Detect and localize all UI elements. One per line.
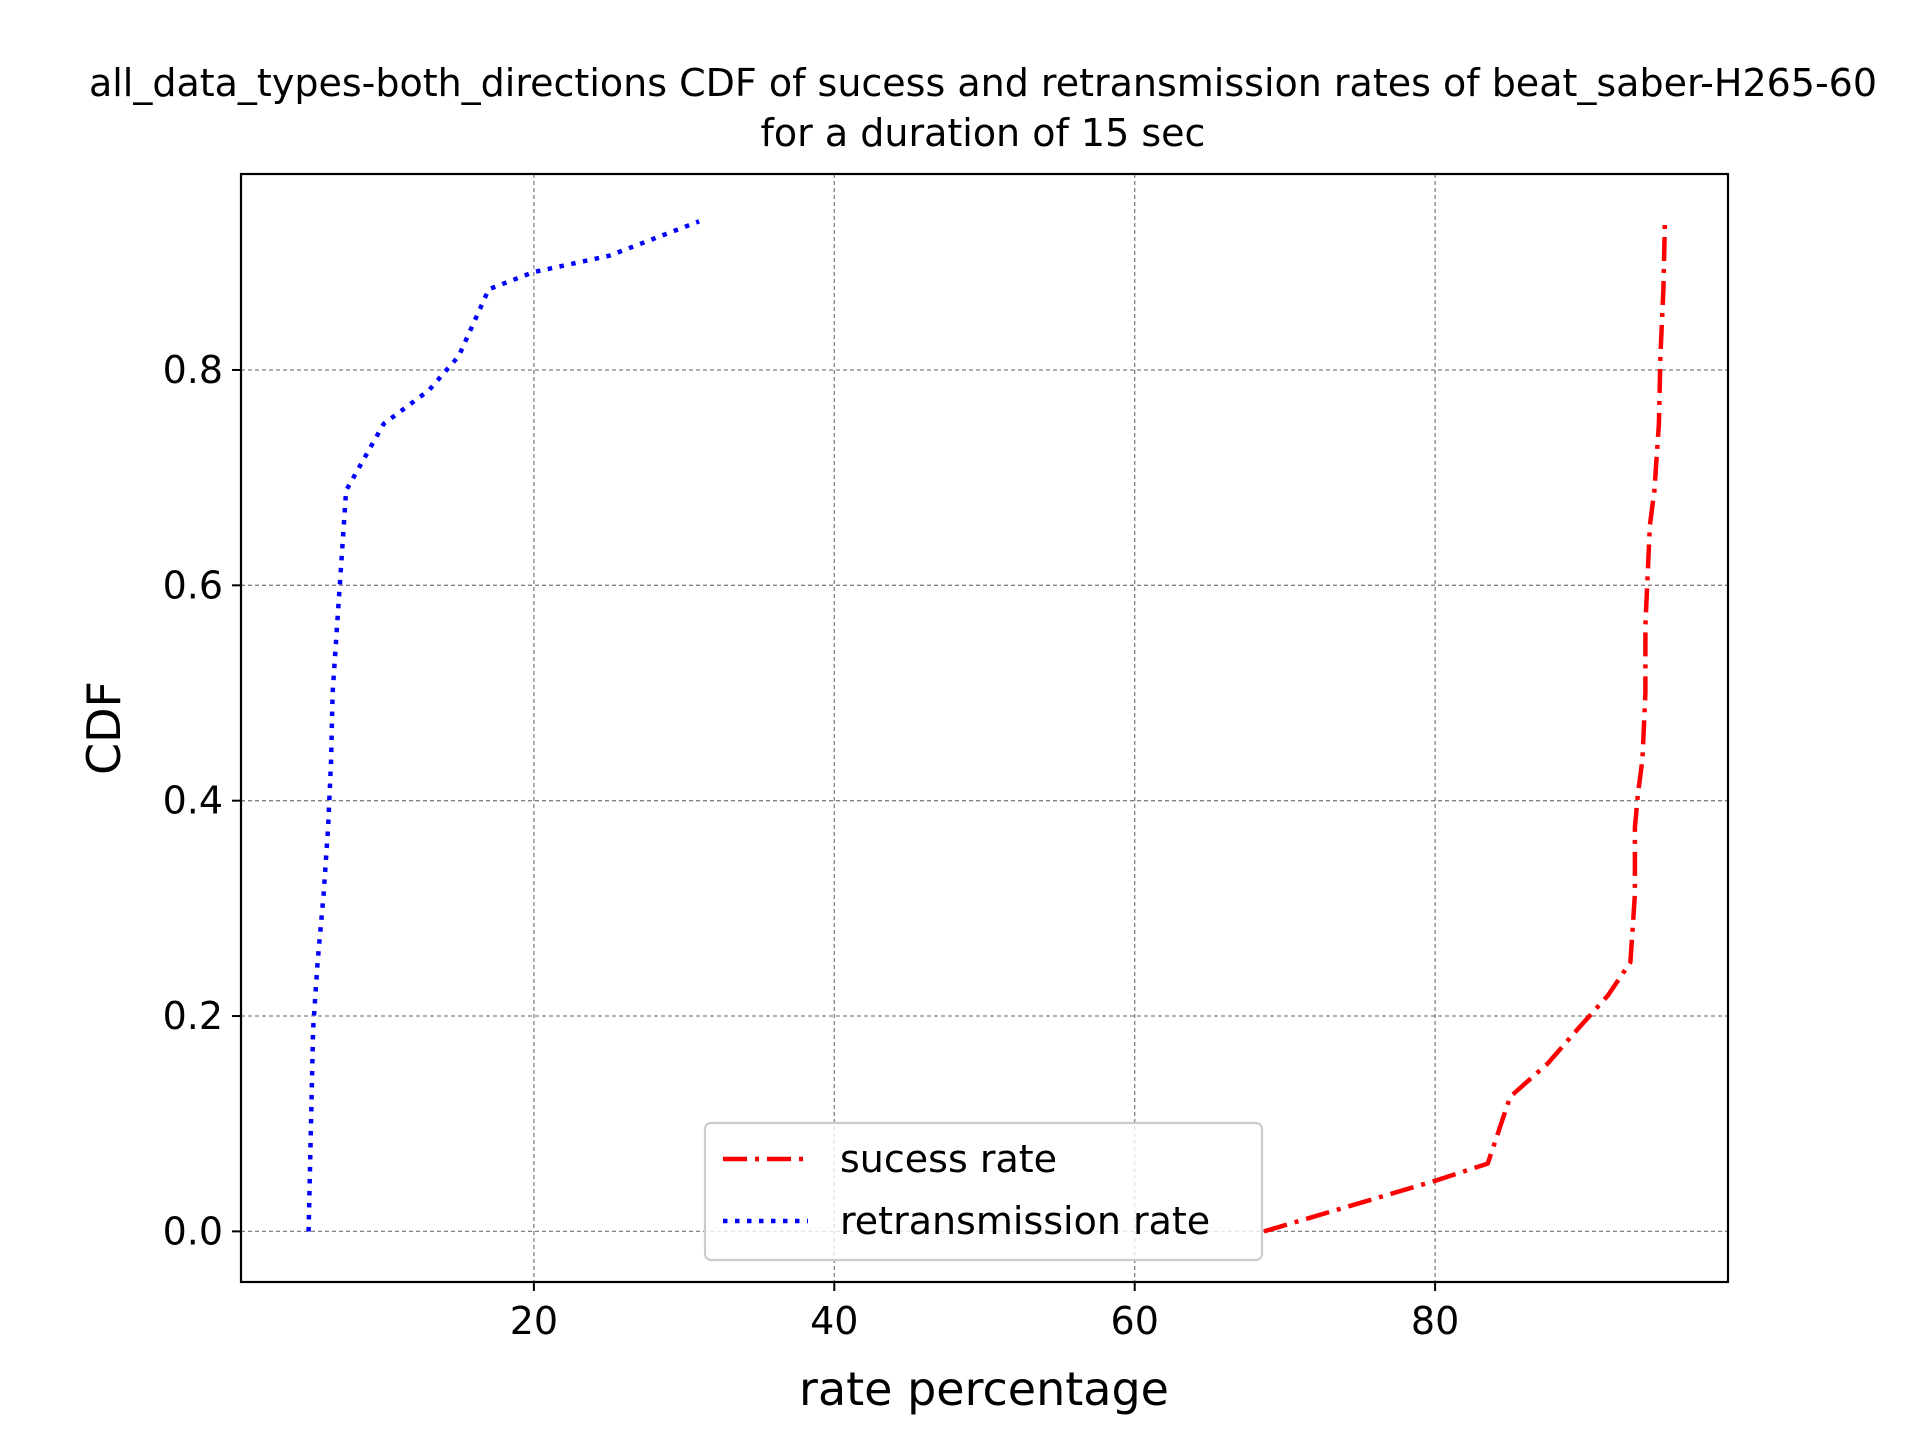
plot-area-frame — [239, 172, 1730, 1284]
x-tick-label: 40 — [810, 1299, 858, 1343]
x-tick-label: 60 — [1111, 1299, 1159, 1343]
y-tick-label: 0.0 — [163, 1209, 223, 1253]
x-axis-label: rate percentage — [799, 1362, 1169, 1416]
legend-label-retransmission-rate: retransmission rate — [840, 1199, 1210, 1243]
series-line-sucess-rate — [1263, 221, 1668, 1234]
y-tick-label: 0.2 — [163, 994, 223, 1038]
x-tick-label: 80 — [1411, 1299, 1459, 1343]
series-lines — [306, 219, 1668, 1234]
axis-ticks: 20 40 60 80 0.0 0.2 0.4 0.6 0.8 — [163, 348, 1460, 1343]
y-axis-label: CDF — [77, 681, 131, 775]
chart-title-line-1: all_data_types-both_directions CDF of su… — [89, 61, 1877, 105]
legend-frame — [703, 1121, 1264, 1262]
y-tick-label: 0.8 — [163, 348, 223, 392]
y-tick-label: 0.4 — [163, 779, 223, 823]
series-line-retransmission-rate — [306, 219, 700, 1232]
legend: sucess rate retransmission rate — [703, 1121, 1264, 1262]
y-tick-label: 0.6 — [163, 563, 223, 607]
x-tick-label: 20 — [510, 1299, 558, 1343]
legend-label-sucess-rate: sucess rate — [840, 1137, 1057, 1181]
chart-title-line-2: for a duration of 15 sec — [761, 111, 1206, 155]
